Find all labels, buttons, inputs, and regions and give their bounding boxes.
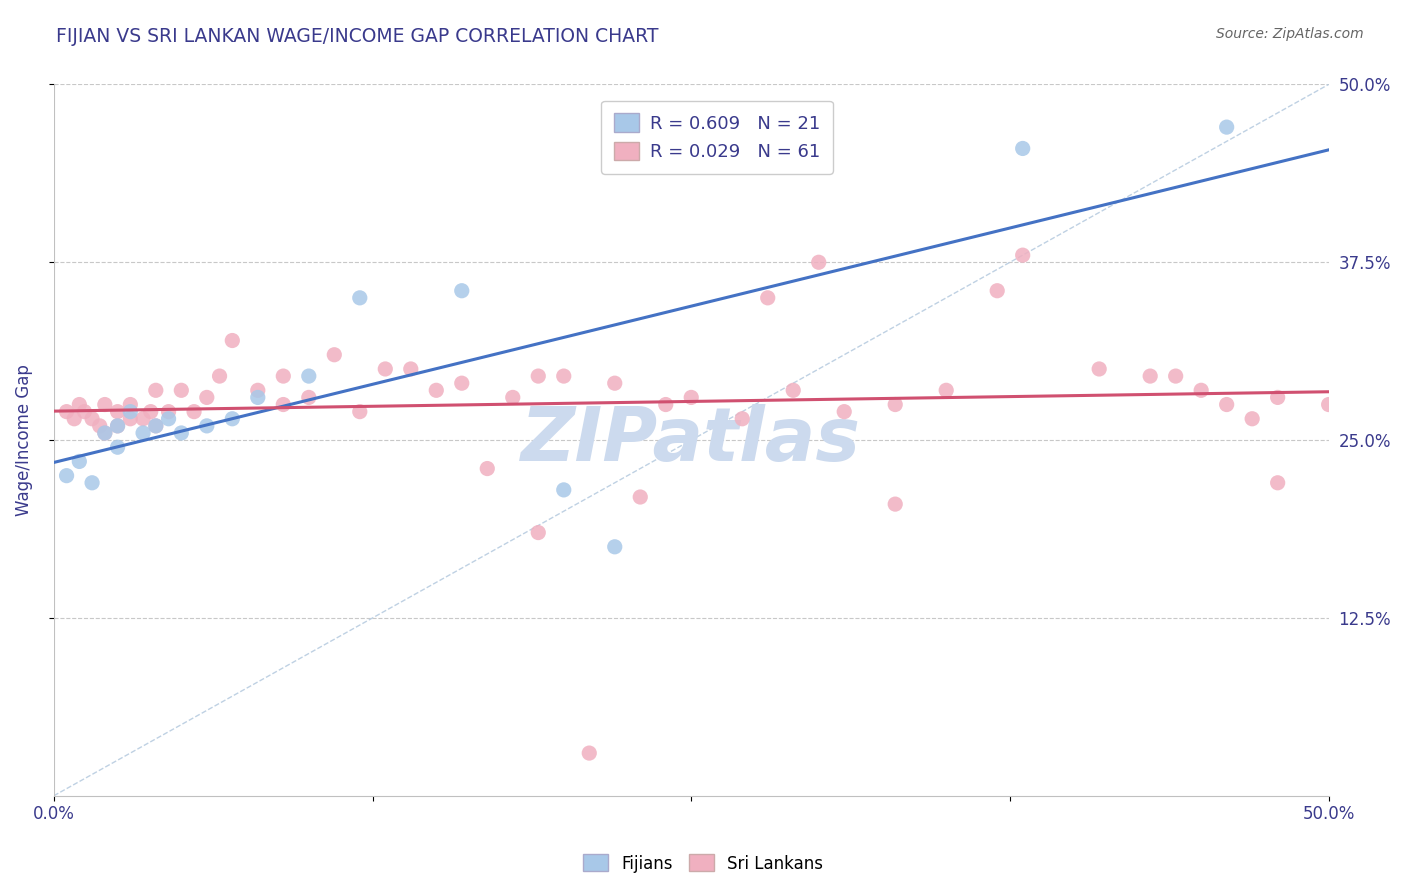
Point [89, 418, 111, 433]
Point [603, 376, 626, 391]
Point [94, 398, 117, 412]
Point [731, 411, 754, 425]
Point [655, 398, 678, 412]
Point [157, 404, 180, 418]
Text: FIJIAN VS SRI LANKAN WAGE/INCOME GAP CORRELATION CHART: FIJIAN VS SRI LANKAN WAGE/INCOME GAP COR… [56, 27, 659, 45]
Text: Source: ZipAtlas.com: Source: ZipAtlas.com [1216, 27, 1364, 41]
Point [73, 404, 96, 418]
Point [80, 475, 103, 490]
Point [170, 425, 193, 440]
Point [139, 404, 162, 418]
Point [120, 411, 142, 425]
Text: ZIPatlas: ZIPatlas [522, 403, 862, 476]
Point [221, 334, 243, 348]
Y-axis label: Wage/Income Gap: Wage/Income Gap [15, 364, 32, 516]
Point [271, 398, 294, 412]
Point [374, 362, 396, 376]
Point [1241, 411, 1264, 425]
Point [145, 418, 167, 433]
Point [246, 384, 269, 398]
Point [681, 391, 703, 405]
Point [1011, 141, 1033, 155]
Point [527, 369, 550, 384]
Point [94, 425, 117, 440]
Point [935, 384, 957, 398]
Point [145, 384, 167, 398]
Point [450, 376, 472, 391]
Point [425, 384, 447, 398]
Point [170, 384, 193, 398]
Point [55, 468, 77, 483]
Point [782, 384, 804, 398]
Point [132, 425, 155, 440]
Point [349, 404, 371, 418]
Point [832, 404, 855, 418]
Point [1011, 248, 1033, 262]
Point [55, 404, 77, 418]
Point [603, 540, 626, 554]
Point [271, 369, 294, 384]
Point [628, 490, 651, 504]
Point [1215, 120, 1237, 135]
Point [553, 483, 575, 497]
Point [399, 362, 422, 376]
Point [298, 369, 321, 384]
Point [349, 291, 371, 305]
Point [884, 497, 907, 511]
Point [807, 255, 830, 269]
Legend: R = 0.609   N = 21, R = 0.029   N = 61: R = 0.609 N = 21, R = 0.029 N = 61 [600, 101, 832, 174]
Point [80, 411, 103, 425]
Point [450, 284, 472, 298]
Point [502, 391, 524, 405]
Point [1267, 475, 1289, 490]
Point [1189, 384, 1212, 398]
Point [246, 391, 269, 405]
Point [195, 391, 218, 405]
Point [195, 418, 218, 433]
Point [107, 440, 129, 454]
Point [107, 404, 129, 418]
Point [553, 369, 575, 384]
Point [1317, 398, 1340, 412]
Legend: Fijians, Sri Lankans: Fijians, Sri Lankans [576, 847, 830, 880]
Point [183, 404, 205, 418]
Point [157, 411, 180, 425]
Point [107, 418, 129, 433]
Point [107, 418, 129, 433]
Point [67, 398, 90, 412]
Point [208, 369, 231, 384]
Point [477, 461, 499, 475]
Point [1139, 369, 1161, 384]
Point [1267, 391, 1289, 405]
Point [145, 418, 167, 433]
Point [221, 411, 243, 425]
Point [986, 284, 1008, 298]
Point [132, 411, 155, 425]
Point [1088, 362, 1111, 376]
Point [323, 348, 346, 362]
Point [1215, 398, 1237, 412]
Point [67, 454, 90, 468]
Point [120, 404, 142, 418]
Point [578, 746, 600, 760]
Point [63, 411, 86, 425]
Point [884, 398, 907, 412]
Point [756, 291, 779, 305]
Point [298, 391, 321, 405]
Point [1164, 369, 1187, 384]
Point [120, 398, 142, 412]
Point [527, 525, 550, 540]
Point [94, 425, 117, 440]
